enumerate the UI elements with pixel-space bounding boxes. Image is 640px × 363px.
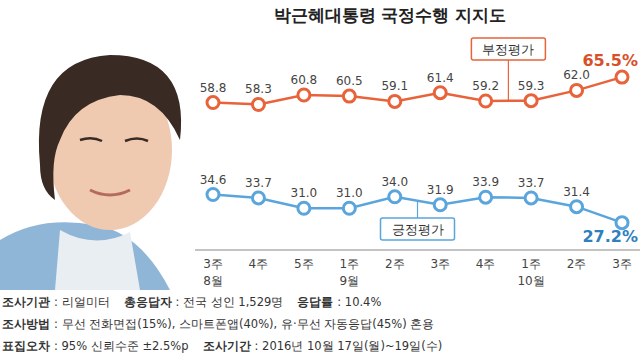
data-label: 33.7	[245, 176, 272, 190]
footer-text: : 2016년 10월 17일(월)~19일(수)	[255, 339, 443, 353]
leader-line	[417, 201, 418, 218]
data-label: 33.9	[472, 175, 499, 189]
x-month-label: 9월	[340, 274, 360, 288]
series-marker	[434, 87, 446, 99]
series-marker	[207, 189, 219, 201]
footer-text: : 전국 성인 1,529명	[176, 295, 284, 309]
portrait-jacket	[0, 222, 170, 290]
footer-label: 조사기간	[203, 339, 251, 353]
x-tick-label: 1주	[521, 257, 541, 271]
chart: 박근혜대통령 국정수행 지지도 3주 8월 4주 5주 1주 9월 2주 3주 4주 1주 10월 2주…	[0, 0, 640, 363]
footer-label: 총응답자	[124, 295, 172, 309]
data-label: 59.1	[381, 79, 408, 93]
series-marker	[480, 95, 492, 107]
series-name: 부정평가	[482, 42, 534, 57]
series-marker	[252, 98, 264, 110]
footer-text: : 무선 전화면접(15%), 스마트폰앱(40%), 유·무선 자동응답(45…	[54, 317, 434, 331]
footer: 조사기관: 리얼미터총응답자: 전국 성인 1,529명응답률: 10.4%조사…	[2, 295, 442, 353]
data-label: 34.6	[200, 173, 227, 187]
series-marker	[343, 90, 355, 102]
data-label: 31.4	[563, 185, 590, 199]
footer-text: : 95% 신뢰수준 ±2.5%p	[54, 339, 189, 353]
x-month-label: 10월	[517, 274, 544, 288]
x-tick-label: 3주	[612, 257, 632, 271]
footer-label: 조사방법	[2, 317, 50, 331]
series-marker	[343, 202, 355, 214]
portrait-collar	[55, 230, 140, 290]
series-marker	[389, 95, 401, 107]
data-label: 60.5	[336, 74, 363, 88]
series-marker	[525, 95, 537, 107]
data-label: 58.8	[200, 81, 227, 95]
portrait-hair	[39, 55, 181, 200]
x-tick-label: 2주	[385, 257, 405, 271]
data-label: 61.4	[427, 71, 454, 85]
x-tick-label: 4주	[249, 257, 269, 271]
series-marker	[207, 97, 219, 109]
series-marker	[389, 191, 401, 203]
x-tick-label: 2주	[567, 257, 587, 271]
data-label: 31.9	[427, 183, 454, 197]
data-label: 33.7	[518, 176, 545, 190]
labels: 58.8 58.3 60.8 60.5 59.1 61.4 59.2 59.3 62.065.5…	[200, 51, 638, 246]
series-marker	[434, 199, 446, 211]
footer-line: 조사방법 : 무선 전화면접(15%), 스마트폰앱(40%), 유·무선 자동응…	[2, 317, 434, 331]
data-label: 62.0	[563, 68, 590, 82]
data-label: 65.5%	[582, 51, 638, 70]
x-tick-label: 3주	[430, 257, 450, 271]
series-marker	[616, 71, 628, 83]
series-marker	[480, 191, 492, 203]
leader-line	[508, 60, 509, 101]
footer-text: : 리얼미터	[54, 295, 110, 309]
plot-area	[207, 71, 628, 229]
background	[0, 0, 640, 363]
series-name-box: 부정평가	[471, 38, 545, 101]
portrait	[0, 55, 181, 290]
footer-label: 표집오차	[2, 339, 50, 353]
x-axis-line	[195, 250, 640, 251]
name-box	[471, 38, 545, 60]
footer-line: 조사기관 : 리얼미터 총응답자 : 전국 성인 1,529명 응답률 : 10.4%	[2, 295, 381, 309]
footer-label: 응답률	[297, 295, 333, 309]
series-name: 긍정평가	[392, 222, 444, 237]
data-label: 59.2	[472, 79, 499, 93]
series-marker	[571, 84, 583, 96]
data-label: 58.3	[245, 82, 272, 96]
x-tick-label: 4주	[476, 257, 496, 271]
series-line	[213, 77, 622, 104]
series-marker	[571, 201, 583, 213]
data-label: 31.0	[291, 186, 318, 200]
data-label: 59.3	[518, 79, 545, 93]
name-box	[381, 218, 455, 240]
footer-line: 표집오차 : 95% 신뢰수준 ±2.5%p 조사기간 : 2016년 10월 17일…	[2, 339, 442, 353]
x-tick-label: 5주	[294, 257, 314, 271]
data-label: 34.0	[381, 175, 408, 189]
x-tick-label: 1주	[340, 257, 360, 271]
x-month-label: 8월	[203, 274, 223, 288]
series-marker	[525, 192, 537, 204]
series-marker	[298, 202, 310, 214]
x-tick-label: 3주	[203, 257, 223, 271]
title: 박근혜대통령 국정수행 지지도	[274, 5, 507, 25]
data-label: 31.0	[336, 186, 363, 200]
series-marker	[252, 192, 264, 204]
footer-label: 조사기관	[2, 295, 50, 309]
series-marker	[298, 89, 310, 101]
footer-text: : 10.4%	[337, 295, 381, 309]
series-name-box: 긍정평가	[381, 201, 455, 240]
data-label: 27.2%	[582, 227, 638, 246]
portrait-eyes	[80, 138, 148, 141]
portrait-mouth	[90, 190, 130, 195]
data-label: 60.8	[291, 73, 318, 87]
